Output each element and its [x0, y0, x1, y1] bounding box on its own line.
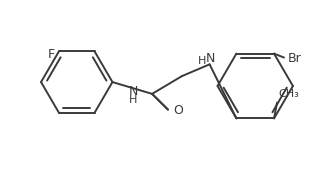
Text: H: H — [197, 56, 206, 66]
Text: Br: Br — [288, 52, 302, 65]
Text: N: N — [206, 52, 215, 65]
Text: H: H — [129, 95, 137, 105]
Text: N: N — [129, 85, 138, 98]
Text: O: O — [173, 104, 183, 117]
Text: CH₃: CH₃ — [278, 89, 299, 99]
Text: F: F — [48, 48, 55, 61]
